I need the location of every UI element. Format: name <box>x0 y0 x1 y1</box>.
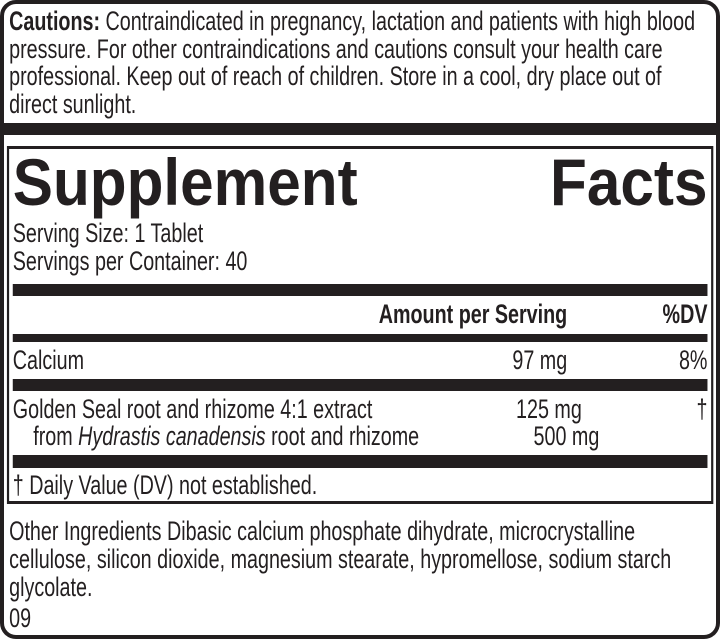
nutrient-name-suffix: root and rhizome <box>265 421 420 451</box>
nutrient-amount: 125 mg <box>516 394 582 424</box>
column-header-row: Amount per Serving %DV <box>13 300 708 328</box>
rule-bar-4 <box>12 455 708 468</box>
rule-bar-1 <box>12 284 708 296</box>
panel-title-word1: Supplement <box>12 145 358 219</box>
rule-bar-3 <box>12 379 708 391</box>
nutrient-row-goldenseal: Golden Seal root and rhizome 4:1 extract… <box>13 396 708 423</box>
nutrient-amount: 97 mg <box>512 345 568 375</box>
nutrient-name-latin: Hydrastis canadensis <box>78 421 266 451</box>
nutrient-dv <box>599 423 707 450</box>
serving-size: Serving Size: 1 Tablet <box>12 218 204 248</box>
nutrient-dv: 8% <box>678 345 708 375</box>
supplement-facts-panel: Supplement Facts Serving Size: 1 Tablet … <box>6 146 714 504</box>
cautions-paragraph: Cautions: Contraindicated in pregnancy, … <box>4 4 716 118</box>
divider-bar-top <box>4 123 716 135</box>
cautions-label: Cautions: <box>9 6 101 36</box>
nutrient-row-calcium: Calcium 97 mg 8% <box>13 346 708 374</box>
nutrient-amount: 500 mg <box>533 421 600 451</box>
nutrient-row-goldenseal-source: from Hydrastis canadensis root and rhizo… <box>13 423 708 450</box>
dv-header: %DV <box>662 299 708 329</box>
product-code: 09 <box>9 603 32 633</box>
panel-title: Supplement Facts <box>12 145 708 219</box>
nutrient-dv: † <box>696 394 708 424</box>
other-ingredients: Other Ingredients Dibasic calcium phosph… <box>9 516 672 602</box>
nutrient-name-prefix: from <box>33 421 79 451</box>
supplement-facts-inner: Supplement Facts Serving Size: 1 Tablet … <box>9 149 711 501</box>
panel-title-word2: Facts <box>550 145 708 219</box>
dv-footnote: † Daily Value (DV) not established. <box>12 470 318 500</box>
nutrient-name: Golden Seal root and rhizome 4:1 extract <box>12 394 373 424</box>
rule-bar-2 <box>12 334 708 342</box>
nutrient-name: from Hydrastis canadensis root and rhizo… <box>13 423 419 450</box>
servings-per-container: Servings per Container: 40 <box>12 246 248 276</box>
header-spacer <box>13 300 334 328</box>
cautions-text: Contraindicated in pregnancy, lactation … <box>9 6 696 119</box>
amount-header: Amount per Serving <box>378 299 568 329</box>
label-canvas: Cautions: Contraindicated in pregnancy, … <box>4 4 716 633</box>
nutrient-name: Calcium <box>12 345 85 375</box>
